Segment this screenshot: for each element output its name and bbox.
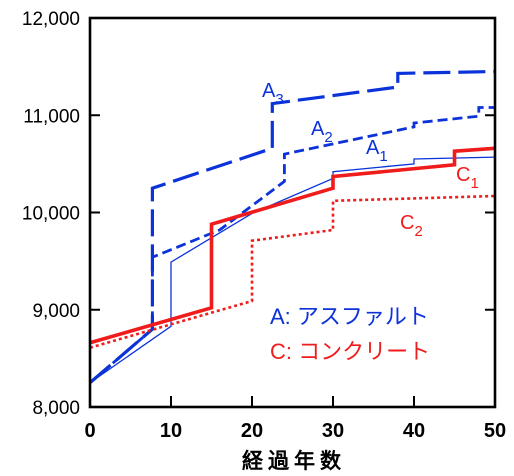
legend-entry: A: アスファルト — [270, 304, 429, 329]
y-tick-label: 10,000 — [22, 204, 80, 225]
y-tick-label: 9,000 — [32, 301, 80, 322]
series-label-c2: C2 — [400, 212, 423, 240]
series-line-a2 — [90, 106, 495, 384]
series-labels: A1 A2 A3 C1 C2 — [262, 80, 479, 240]
series-label-c1: C1 — [456, 164, 479, 192]
x-tick-label: 40 — [403, 420, 425, 442]
x-tick-label: 0 — [84, 420, 95, 442]
series-line-a3 — [90, 69, 495, 384]
axes: 8,000 9,000 10,000 11,000 12,000 0 10 20 30 40 50 — [22, 9, 506, 442]
series-label-a2: A2 — [311, 118, 333, 146]
x-axis-title: 経過年数 — [242, 449, 346, 473]
series-layer — [90, 69, 495, 384]
legend: A: アスファルト C: コンクリート — [266, 294, 480, 366]
series-label-a3: A3 — [262, 80, 284, 108]
series-label-a1: A1 — [366, 137, 388, 165]
legend-entry: C: コンクリート — [270, 339, 430, 364]
legend-box — [266, 294, 480, 366]
series-line-c2 — [90, 194, 495, 349]
y-tick-label: 8,000 — [32, 398, 80, 419]
y-tick-label: 12,000 — [22, 9, 80, 30]
x-tick-label: 20 — [241, 420, 263, 442]
x-tick-label: 50 — [484, 420, 506, 442]
x-tick-label: 10 — [160, 420, 182, 442]
series-line-c1 — [90, 146, 495, 345]
y-tick-label: 11,000 — [23, 106, 80, 127]
x-tick-label: 30 — [322, 420, 344, 442]
